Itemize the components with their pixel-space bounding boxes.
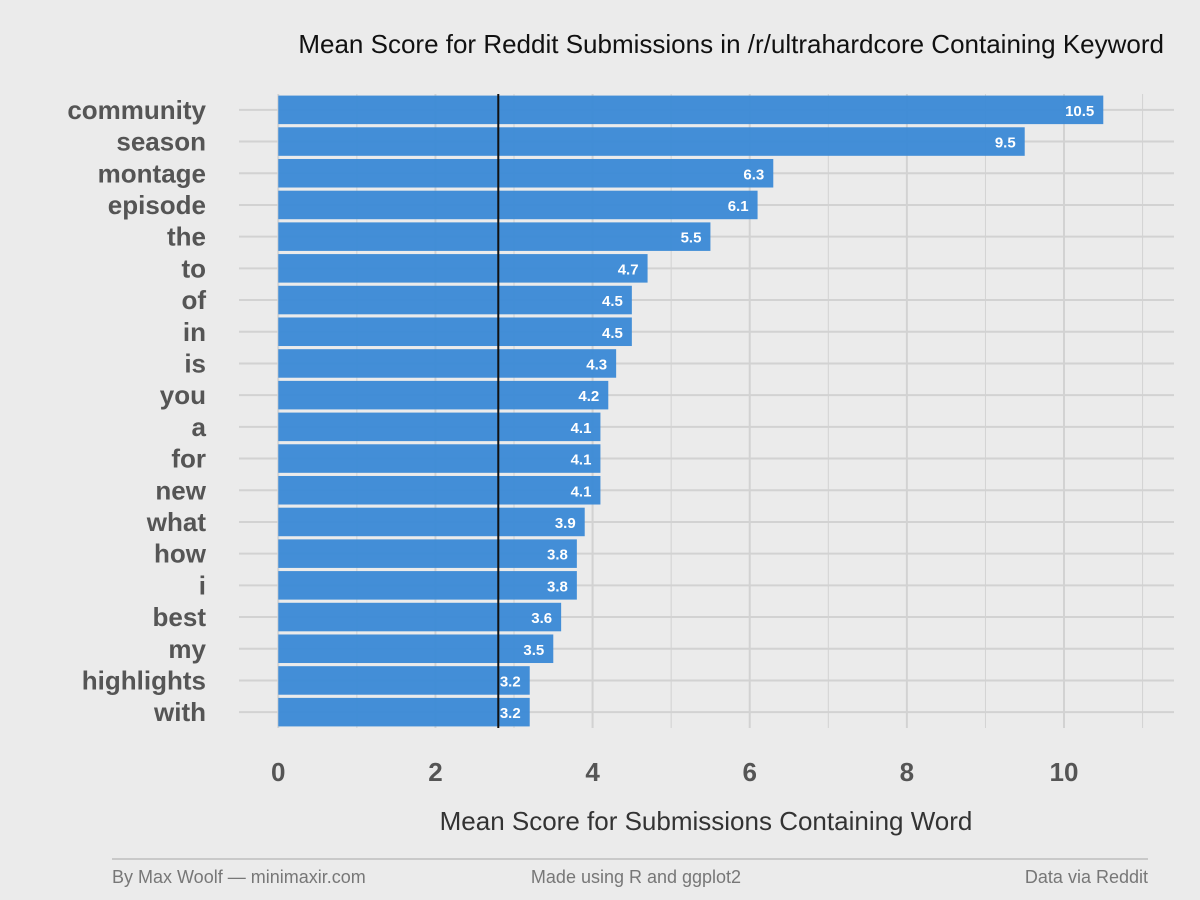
bar — [278, 475, 601, 505]
bar-value-label: 4.1 — [571, 452, 592, 469]
category-label: for — [171, 444, 206, 474]
footer-source: Data via Reddit — [1025, 867, 1148, 887]
bar-value-label: 4.2 — [578, 388, 599, 405]
bar-value-label: 5.5 — [681, 230, 702, 247]
category-label: new — [155, 475, 206, 505]
footer-credit: By Max Woolf — minimaxir.com — [112, 867, 366, 887]
grid-lines — [239, 94, 1174, 728]
chart-title: Mean Score for Reddit Submissions in /r/… — [298, 29, 1164, 59]
category-label: to — [181, 253, 206, 283]
bar — [278, 285, 632, 315]
bar — [278, 507, 585, 537]
category-label: of — [181, 285, 206, 315]
bar — [278, 539, 577, 568]
bar — [278, 222, 711, 251]
bar-value-label: 3.5 — [523, 642, 544, 659]
category-label: montage — [98, 158, 206, 188]
bar-value-label: 9.5 — [995, 135, 1016, 152]
bar — [278, 127, 1025, 156]
bar-value-label: 4.5 — [602, 325, 623, 342]
x-tick-label: 0 — [271, 757, 285, 787]
bar — [278, 349, 617, 378]
bar — [278, 666, 530, 695]
bar-value-label: 3.6 — [531, 610, 552, 627]
bar-value-label: 4.7 — [618, 261, 639, 278]
x-tick-label: 4 — [585, 757, 600, 787]
bar-value-label: 3.2 — [500, 673, 521, 690]
bar — [278, 571, 577, 600]
bar — [278, 158, 774, 188]
x-axis-label: Mean Score for Submissions Containing Wo… — [440, 806, 973, 836]
footer-tool: Made using R and ggplot2 — [531, 867, 741, 887]
x-axis-ticks: 0 2 4 6 8 10 — [271, 757, 1078, 787]
x-tick-label: 8 — [900, 757, 914, 787]
bar-value-label: 4.3 — [586, 356, 607, 373]
x-tick-label: 6 — [742, 757, 756, 787]
bars: 10.5 9.5 6.3 6.1 5.5 4.7 4.5 4.5 4.3 4.2 4.1 4.1 4.1… — [278, 95, 1104, 727]
category-label: is — [184, 348, 206, 378]
bar — [278, 634, 554, 664]
bar-value-label: 3.8 — [547, 547, 568, 564]
bar — [278, 190, 758, 220]
bar-value-label: 3.2 — [500, 705, 521, 722]
category-label: highlights — [82, 665, 206, 695]
bar-value-label: 10.5 — [1065, 103, 1094, 120]
bar — [278, 602, 562, 632]
bar — [278, 412, 601, 442]
bar — [278, 444, 601, 473]
bar — [278, 380, 609, 410]
bar — [278, 254, 648, 283]
bar-value-label: 4.1 — [571, 483, 592, 500]
category-label: you — [160, 380, 206, 410]
bar — [278, 317, 632, 347]
category-label: my — [168, 634, 206, 664]
bar-value-label: 6.3 — [743, 166, 764, 183]
category-label: best — [153, 602, 207, 632]
category-label: i — [199, 570, 206, 600]
bar-value-label: 4.5 — [602, 293, 623, 310]
bar — [278, 697, 530, 727]
bar-value-label: 3.9 — [555, 515, 576, 532]
x-tick-label: 2 — [428, 757, 442, 787]
bar-value-label: 6.1 — [728, 198, 749, 215]
category-label: a — [192, 412, 207, 442]
category-label: episode — [108, 190, 206, 220]
x-tick-label: 10 — [1050, 757, 1079, 787]
category-label: the — [167, 222, 206, 252]
category-label: season — [116, 127, 206, 157]
category-label: in — [183, 317, 206, 347]
category-labels: communityseasonmontageepisodethetoofinis… — [67, 95, 206, 727]
bar-value-label: 3.8 — [547, 578, 568, 595]
category-label: community — [67, 95, 206, 125]
category-label: with — [153, 697, 206, 727]
bar-value-label: 4.1 — [571, 420, 592, 437]
bar — [278, 95, 1104, 125]
category-label: what — [146, 507, 207, 537]
category-label: how — [154, 539, 207, 569]
